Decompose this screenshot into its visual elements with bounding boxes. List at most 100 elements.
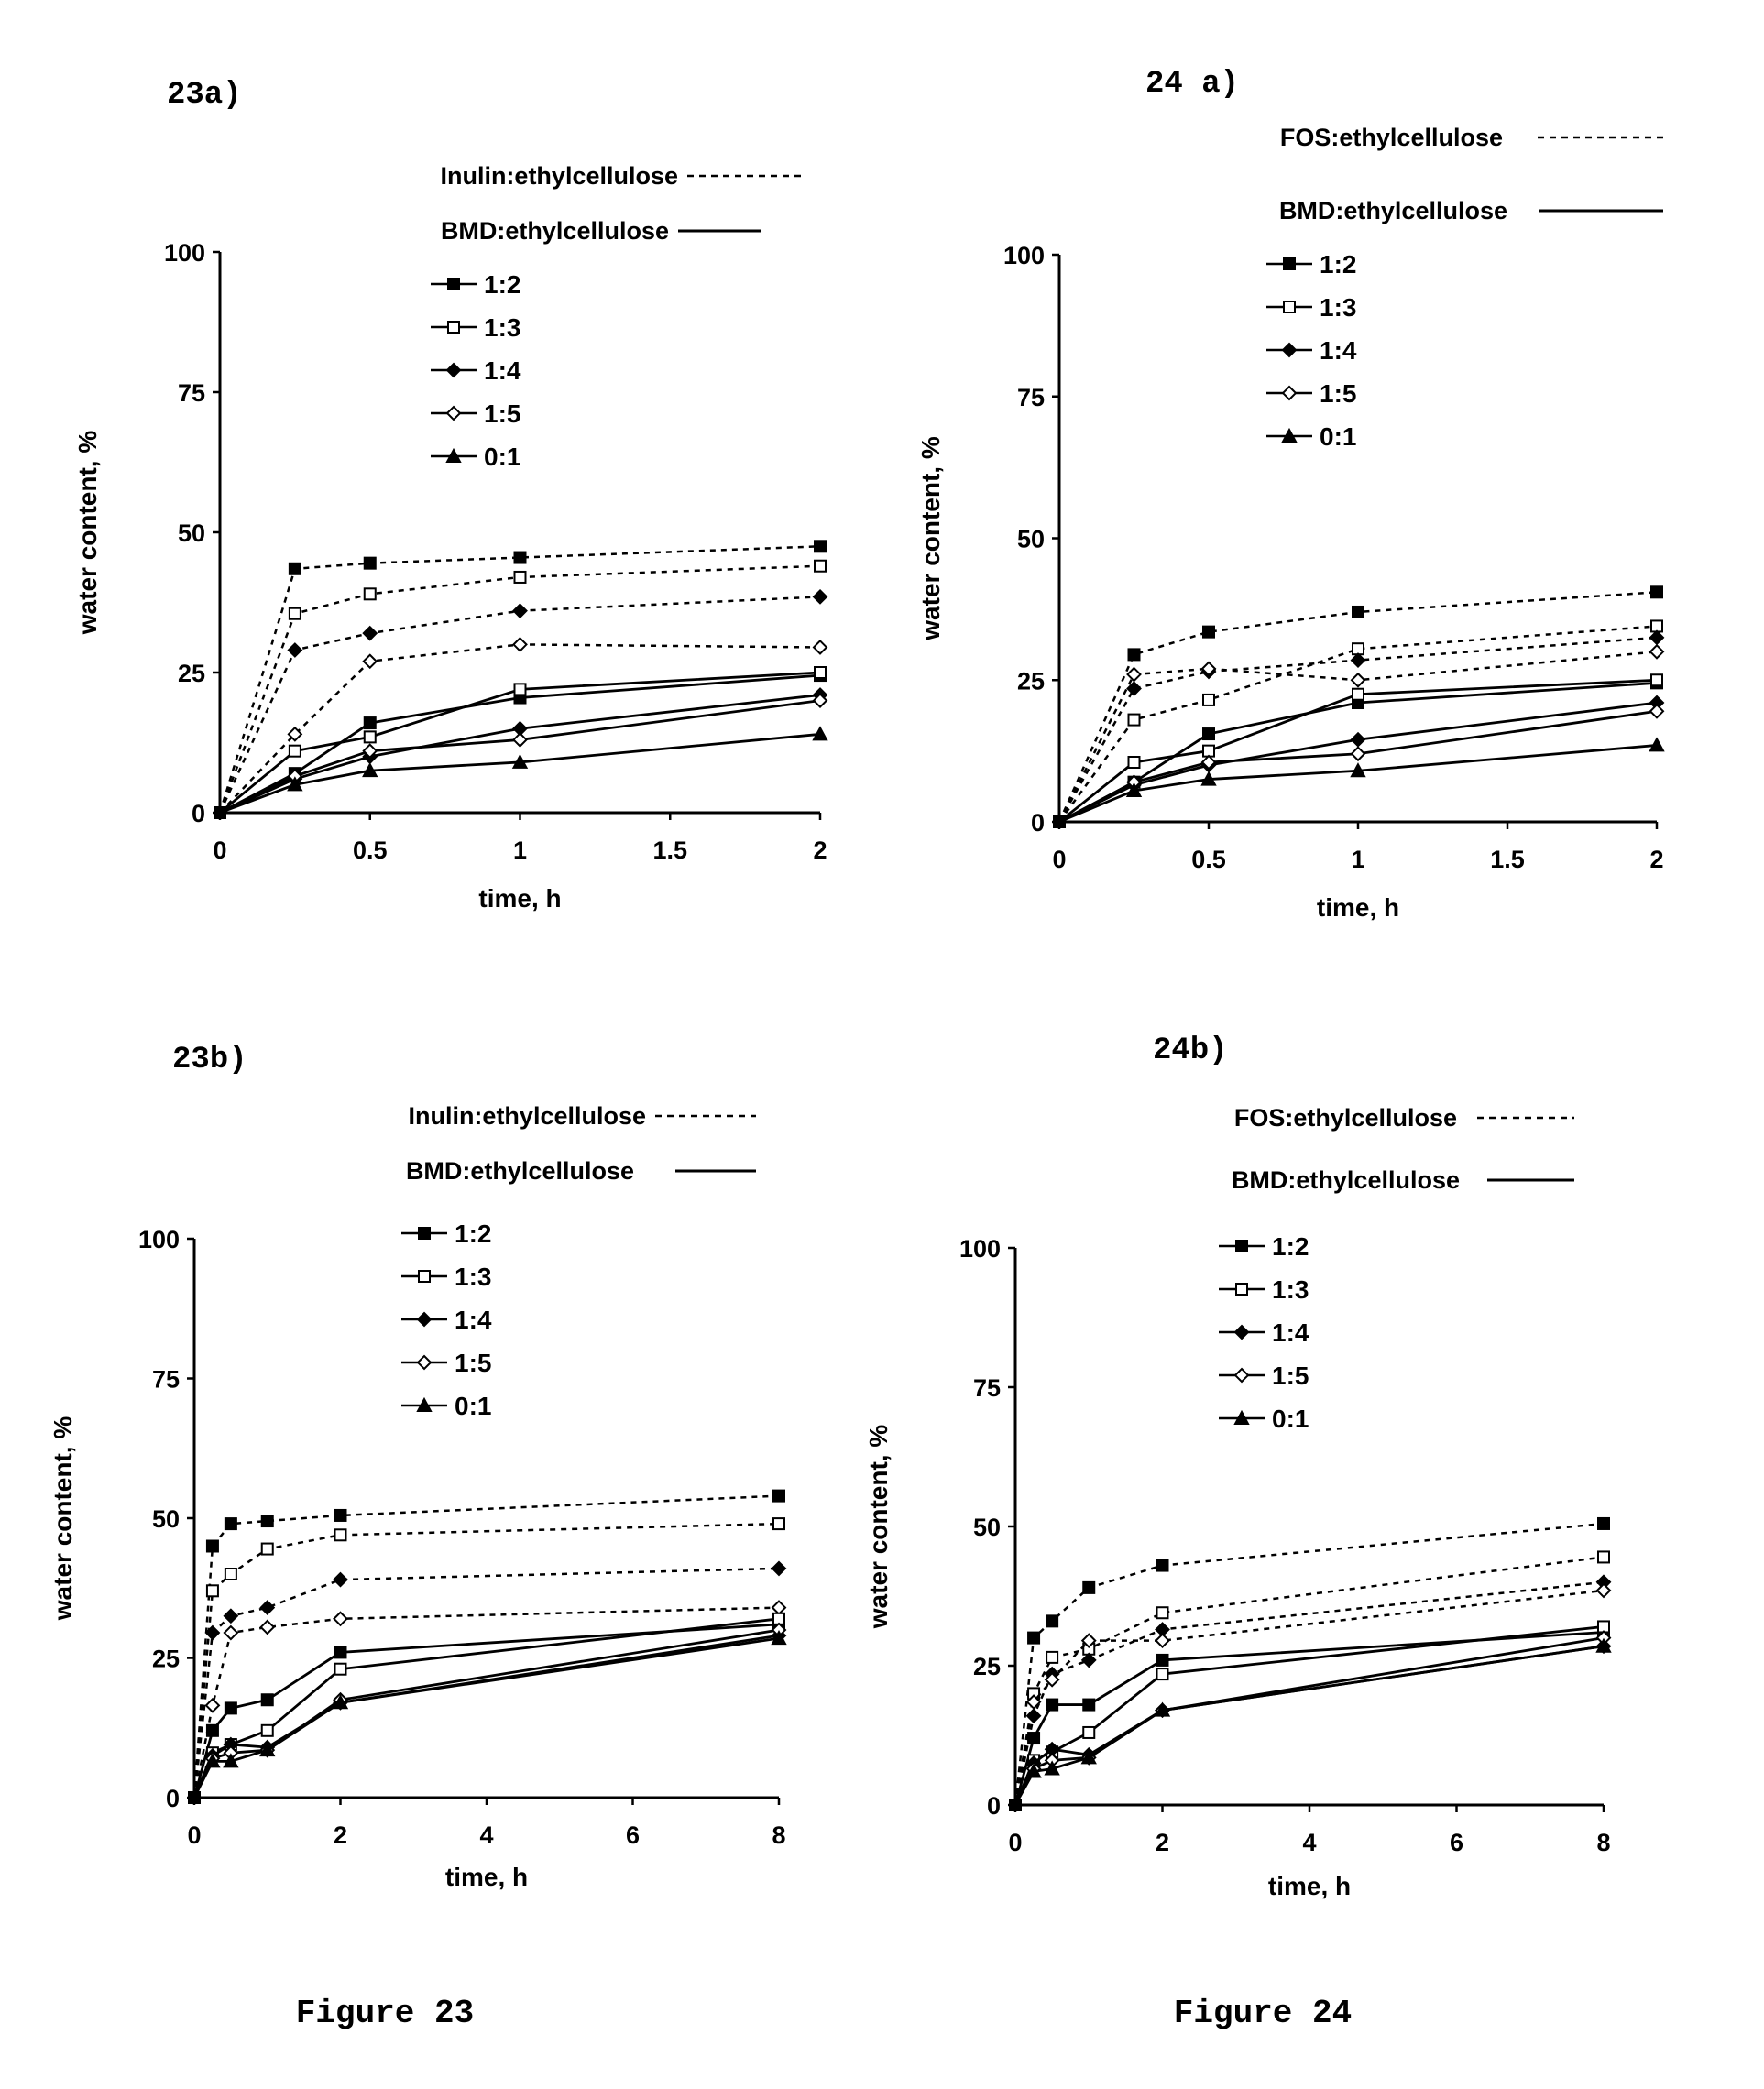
data-point xyxy=(512,636,528,652)
series-line xyxy=(1013,1580,1605,1806)
data-point xyxy=(1200,661,1217,677)
data-point xyxy=(204,1697,221,1713)
data-point xyxy=(1352,605,1364,618)
data-point xyxy=(333,1571,348,1588)
data-point xyxy=(1156,1606,1169,1620)
y-axis-label: water content, % xyxy=(916,436,945,641)
data-point xyxy=(1046,1650,1059,1664)
x-tick-label: 6 xyxy=(1450,1829,1463,1856)
data-point xyxy=(1127,713,1141,727)
series-4 xyxy=(192,1600,787,1799)
data-point xyxy=(1127,648,1141,662)
legend-marker-symbol xyxy=(1235,1240,1248,1252)
y-tick-label: 100 xyxy=(1003,242,1045,269)
legend-marker-label: 1:4 xyxy=(484,356,521,385)
x-tick-label: 8 xyxy=(772,1821,785,1849)
chart-panel-3: 23b) Inulin:ethylcellulose BMD:ethylcellul… xyxy=(49,1043,787,1891)
legend-marker-symbol xyxy=(445,405,462,421)
series-4 xyxy=(1057,643,1665,823)
y-tick-label: 50 xyxy=(973,1514,1001,1541)
data-point xyxy=(513,570,527,584)
data-point xyxy=(1597,1516,1610,1530)
x-tick-label: 0 xyxy=(187,1821,201,1849)
series-1 xyxy=(218,540,827,814)
data-point xyxy=(1025,1708,1042,1724)
y-tick-label: 25 xyxy=(152,1646,180,1673)
series-line xyxy=(192,1567,780,1799)
data-point xyxy=(1649,643,1665,660)
legend-marker-label: 1:2 xyxy=(1320,250,1356,279)
x-tick-label: 4 xyxy=(1302,1829,1316,1856)
x-tick-label: 4 xyxy=(479,1821,493,1849)
x-tick-label: 2 xyxy=(1649,846,1663,873)
y-tick-label: 50 xyxy=(152,1505,180,1533)
series-2 xyxy=(218,559,827,814)
data-point xyxy=(771,1630,787,1646)
legend-marker-symbol xyxy=(1235,1283,1248,1296)
y-tick-label: 25 xyxy=(1017,667,1045,695)
y-tick-label: 100 xyxy=(959,1235,1001,1263)
origin-point xyxy=(214,806,226,819)
series-9 xyxy=(1058,737,1665,824)
legend-marker-label: 0:1 xyxy=(1272,1405,1309,1433)
data-point xyxy=(1649,629,1665,646)
data-point xyxy=(1200,754,1217,771)
origin-point xyxy=(1053,815,1066,828)
data-point xyxy=(1650,673,1663,687)
panel-label: 24 a) xyxy=(1145,67,1239,102)
y-tick-label: 75 xyxy=(178,379,205,407)
data-point xyxy=(1154,1701,1171,1717)
legend-marker-symbol xyxy=(1283,257,1296,270)
data-point xyxy=(334,1508,347,1522)
data-point xyxy=(223,1624,239,1641)
data-point xyxy=(1350,652,1366,668)
data-point xyxy=(1595,1637,1612,1653)
data-point xyxy=(772,1517,785,1531)
x-axis-label: time, h xyxy=(445,1863,528,1891)
panel-label: 23b) xyxy=(172,1043,247,1077)
legend-marker-symbol xyxy=(418,1227,431,1240)
data-point xyxy=(1046,1614,1059,1628)
data-point xyxy=(814,666,827,679)
y-tick-label: 75 xyxy=(1017,384,1045,411)
data-point xyxy=(812,693,828,709)
x-tick-label: 2 xyxy=(1156,1829,1169,1856)
y-tick-label: 75 xyxy=(973,1374,1001,1402)
data-point xyxy=(223,1608,239,1624)
legend-marker-label: 1:2 xyxy=(484,270,520,299)
data-point xyxy=(332,1694,349,1710)
data-point xyxy=(1597,1550,1610,1564)
data-point xyxy=(1127,756,1141,770)
data-point xyxy=(1352,687,1364,701)
data-point xyxy=(363,556,377,570)
data-point xyxy=(1126,666,1142,683)
legend-dashed-label: Inulin:ethylcellulose xyxy=(408,1102,646,1130)
data-point xyxy=(812,640,828,655)
legend-dashed-label: FOS:ethylcellulose xyxy=(1234,1104,1457,1132)
data-point xyxy=(363,730,377,744)
data-point xyxy=(1350,731,1366,748)
x-tick-label: 1 xyxy=(1351,846,1364,873)
y-tick-label: 25 xyxy=(178,660,205,687)
legend-marker-symbol xyxy=(447,278,460,290)
series-line xyxy=(192,1634,780,1799)
x-tick-label: 1.5 xyxy=(1490,846,1525,873)
data-point xyxy=(1025,1763,1042,1778)
legend-marker-label: 1:5 xyxy=(455,1349,491,1377)
series-6 xyxy=(219,666,827,815)
legend-marker-label: 1:4 xyxy=(1272,1318,1309,1347)
x-tick-label: 8 xyxy=(1596,1829,1610,1856)
series-line xyxy=(1058,701,1658,824)
y-tick-label: 75 xyxy=(152,1366,180,1394)
series-3 xyxy=(192,1560,787,1799)
data-point xyxy=(224,1701,237,1715)
data-point xyxy=(513,683,527,696)
data-point xyxy=(260,1515,274,1528)
series-8 xyxy=(1058,703,1665,824)
data-point xyxy=(205,1539,219,1553)
y-tick-label: 100 xyxy=(138,1226,180,1253)
series-line xyxy=(192,1522,780,1799)
data-point xyxy=(205,1723,219,1737)
data-point xyxy=(1046,1698,1059,1712)
